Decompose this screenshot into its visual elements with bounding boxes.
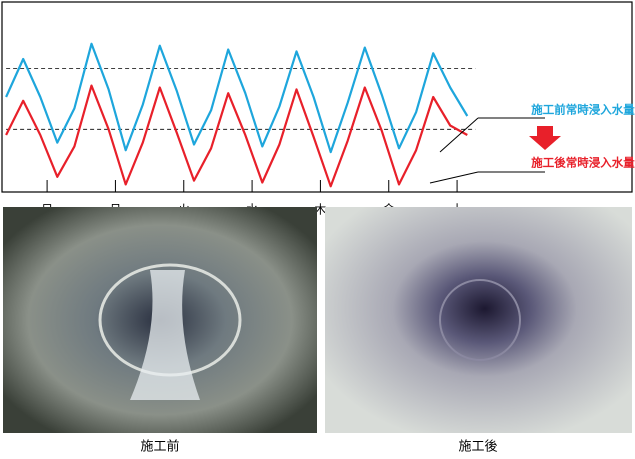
- arrow: [529, 126, 561, 150]
- series-line: [6, 86, 467, 187]
- legend-label: 施工前常時浸入水量: [531, 103, 635, 117]
- plot: 日月火水木金土: [6, 44, 475, 217]
- series-line: [6, 44, 467, 152]
- photo-caption: 施工前: [140, 439, 179, 455]
- legend-label: 施工後常時浸入水量: [531, 156, 635, 170]
- photo-caption: 施工後: [458, 440, 497, 455]
- photo-after: [325, 207, 632, 433]
- leader-line: [430, 172, 478, 183]
- page: 日月火水木金土 施工前常時浸入水量 施工後常時浸入水量 施工前 施工後: [0, 0, 635, 455]
- leader-line: [440, 118, 478, 152]
